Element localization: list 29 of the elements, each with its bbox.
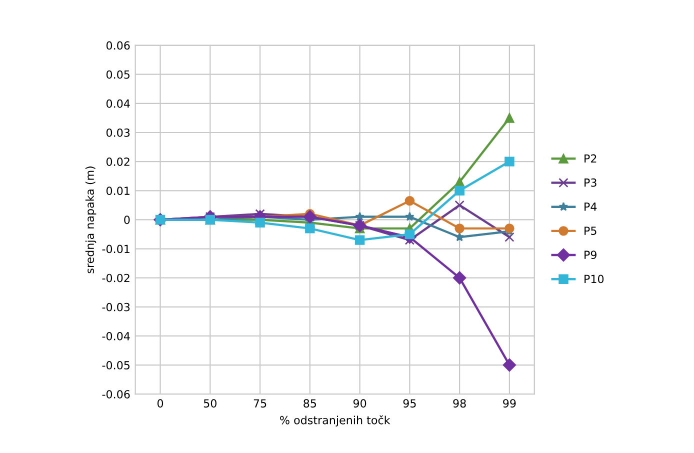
legend-label: P5 [584, 226, 596, 235]
y-tick-label: -0.02 [102, 274, 130, 282]
y-tick-label: 0.06 [106, 41, 130, 50]
x-tick-label: 75 [254, 399, 266, 408]
x-tick-label: 90 [353, 399, 366, 408]
legend-label: P3 [584, 178, 596, 187]
legend-label: P2 [584, 154, 596, 163]
x-tick-label: 50 [204, 399, 216, 408]
x-tick-label: 98 [453, 399, 466, 408]
x-axis-title: % odstranjenih točk [280, 415, 390, 426]
y-tick-label: -0.06 [102, 390, 130, 398]
legend-label: P9 [584, 250, 596, 260]
y-tick-label: 0.01 [106, 186, 130, 196]
x-tick-label: 99 [503, 399, 516, 408]
y-tick-label: 0.05 [106, 70, 130, 79]
x-tick-label: 85 [304, 399, 316, 408]
y-tick-label: -0.03 [102, 302, 130, 312]
y-tick-label: -0.01 [102, 244, 130, 254]
y-tick-label: 0.04 [106, 99, 130, 108]
legend-label: P10 [584, 274, 604, 284]
y-tick-label: 0.03 [106, 128, 130, 137]
legend-label: P4 [584, 202, 597, 211]
y-tick-label: -0.05 [102, 361, 130, 370]
y-axis-title: srednja napaka (m) [85, 166, 96, 274]
y-tick-label: 0 [124, 216, 130, 224]
y-tick-label: -0.04 [102, 332, 130, 340]
x-tick-label: 0 [157, 399, 164, 408]
x-tick-label: 95 [403, 399, 416, 408]
y-tick-label: 0.02 [106, 158, 130, 166]
